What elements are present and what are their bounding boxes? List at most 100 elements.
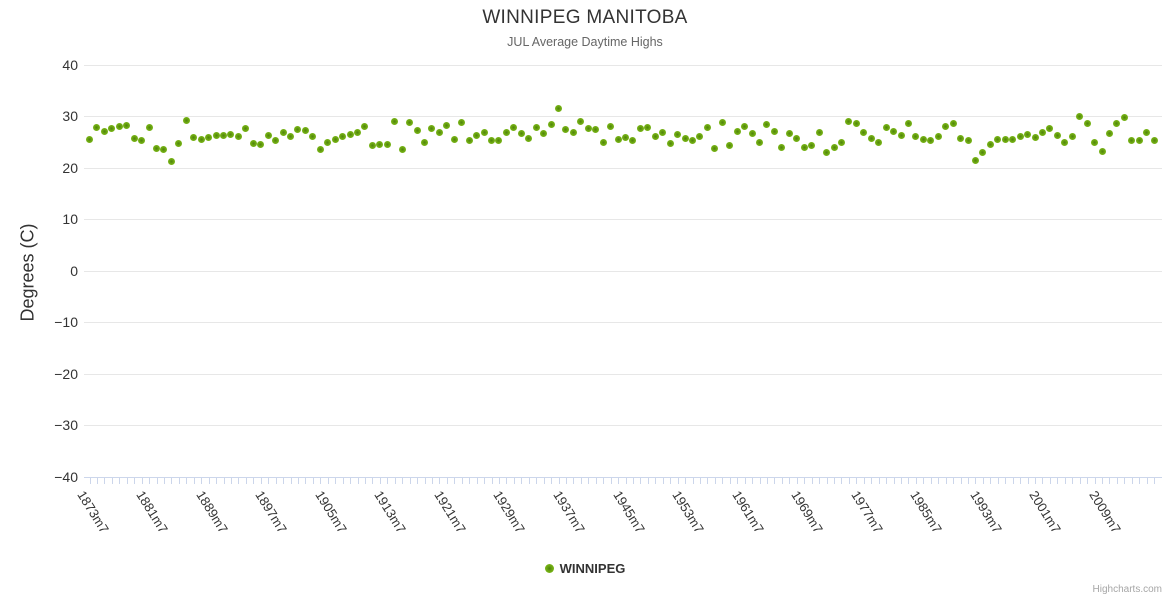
data-point[interactable]: [741, 122, 749, 130]
data-point[interactable]: [93, 123, 101, 131]
data-point[interactable]: [867, 134, 875, 142]
legend-item-winnipeg[interactable]: WINNIPEG: [544, 561, 625, 576]
data-point[interactable]: [100, 127, 108, 135]
data-point[interactable]: [383, 141, 391, 149]
data-point[interactable]: [190, 134, 198, 142]
data-point[interactable]: [361, 122, 369, 130]
data-point[interactable]: [465, 136, 473, 144]
data-point[interactable]: [919, 135, 927, 143]
data-point[interactable]: [718, 118, 726, 126]
data-point[interactable]: [205, 133, 213, 141]
data-point[interactable]: [517, 130, 525, 138]
data-point[interactable]: [1113, 119, 1121, 127]
data-point[interactable]: [279, 129, 287, 137]
data-point[interactable]: [882, 124, 890, 132]
data-point[interactable]: [666, 140, 674, 148]
data-point[interactable]: [324, 138, 332, 146]
data-point[interactable]: [912, 133, 920, 141]
data-point[interactable]: [689, 136, 697, 144]
data-point[interactable]: [495, 136, 503, 144]
data-point[interactable]: [845, 117, 853, 125]
data-point[interactable]: [971, 156, 979, 164]
data-point[interactable]: [1098, 148, 1106, 156]
data-point[interactable]: [770, 128, 778, 136]
data-point[interactable]: [852, 119, 860, 127]
data-point[interactable]: [130, 134, 138, 142]
data-point[interactable]: [815, 129, 823, 137]
data-point[interactable]: [301, 127, 309, 135]
data-point[interactable]: [1105, 130, 1113, 138]
data-point[interactable]: [607, 122, 615, 130]
data-point[interactable]: [473, 131, 481, 139]
data-point[interactable]: [287, 133, 294, 141]
data-point[interactable]: [346, 130, 354, 138]
data-point[interactable]: [927, 137, 935, 145]
data-point[interactable]: [502, 129, 510, 137]
data-point[interactable]: [175, 140, 183, 148]
data-point[interactable]: [1053, 131, 1061, 139]
data-point[interactable]: [964, 136, 972, 144]
data-point[interactable]: [234, 133, 242, 141]
data-point[interactable]: [153, 145, 160, 153]
data-point[interactable]: [547, 120, 555, 128]
data-point[interactable]: [249, 140, 257, 148]
data-point[interactable]: [398, 146, 406, 154]
data-point[interactable]: [368, 141, 376, 149]
data-point[interactable]: [555, 105, 563, 113]
data-point[interactable]: [1024, 130, 1032, 138]
data-point[interactable]: [450, 135, 458, 143]
data-point[interactable]: [1068, 132, 1076, 140]
data-point[interactable]: [599, 138, 607, 146]
data-point[interactable]: [904, 119, 912, 127]
data-point[interactable]: [376, 141, 384, 149]
data-point[interactable]: [316, 146, 324, 154]
data-point[interactable]: [257, 140, 265, 148]
data-point[interactable]: [1150, 137, 1158, 145]
data-point[interactable]: [1061, 138, 1069, 146]
data-point[interactable]: [1031, 134, 1039, 142]
data-point[interactable]: [1083, 120, 1091, 128]
data-point[interactable]: [435, 129, 443, 137]
data-point[interactable]: [629, 136, 637, 144]
data-point[interactable]: [86, 135, 93, 143]
data-point[interactable]: [540, 130, 548, 138]
data-point[interactable]: [160, 146, 168, 154]
data-point[interactable]: [525, 134, 533, 142]
data-point[interactable]: [942, 122, 950, 130]
data-point[interactable]: [212, 131, 220, 139]
data-point[interactable]: [644, 124, 652, 132]
data-point[interactable]: [309, 133, 317, 141]
data-point[interactable]: [242, 125, 250, 133]
data-point[interactable]: [808, 141, 816, 149]
data-point[interactable]: [897, 131, 905, 139]
data-point[interactable]: [1001, 136, 1009, 144]
data-point[interactable]: [220, 132, 227, 140]
data-point[interactable]: [339, 133, 347, 141]
data-point[interactable]: [1143, 128, 1151, 136]
data-point[interactable]: [123, 122, 131, 130]
data-point[interactable]: [1009, 136, 1017, 144]
data-point[interactable]: [748, 130, 756, 138]
data-point[interactable]: [703, 124, 711, 132]
data-point[interactable]: [421, 138, 429, 146]
data-point[interactable]: [391, 118, 399, 126]
data-point[interactable]: [659, 129, 667, 137]
data-point[interactable]: [1135, 136, 1143, 144]
data-point[interactable]: [138, 137, 146, 145]
data-point[interactable]: [994, 135, 1002, 143]
data-point[interactable]: [622, 133, 630, 141]
data-point[interactable]: [614, 135, 622, 143]
data-point[interactable]: [711, 145, 719, 153]
data-point[interactable]: [793, 134, 801, 142]
data-point[interactable]: [875, 138, 883, 146]
data-point[interactable]: [227, 130, 235, 138]
data-point[interactable]: [428, 125, 436, 133]
data-point[interactable]: [480, 129, 488, 137]
data-point[interactable]: [584, 125, 592, 133]
data-point[interactable]: [108, 125, 116, 133]
data-point[interactable]: [860, 129, 868, 137]
data-point[interactable]: [145, 124, 153, 132]
data-point[interactable]: [1091, 139, 1099, 146]
data-point[interactable]: [890, 127, 898, 135]
data-point[interactable]: [726, 142, 734, 150]
